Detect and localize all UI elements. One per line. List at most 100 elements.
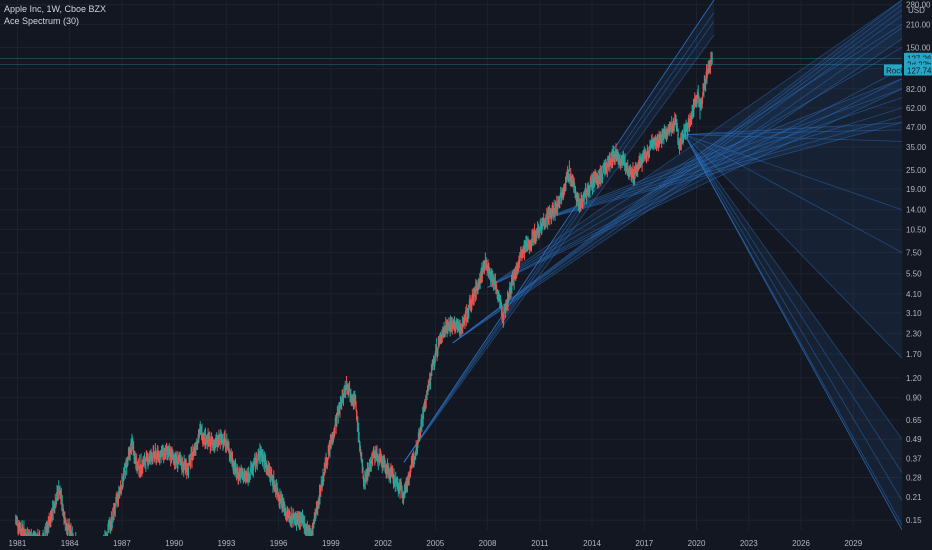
y-tick-label: 1.20	[906, 374, 922, 383]
spectrum-ray-0-4	[403, 0, 715, 463]
price-badge-2	[904, 64, 932, 76]
y-tick-label: 5.50	[906, 270, 922, 279]
spectrum-ray-1-0	[452, 0, 903, 344]
spectrum-ray-2-0	[487, 0, 903, 288]
spectrum-ray-5-5	[683, 134, 903, 531]
price-badges: 127.262d 22hRock127.74	[884, 52, 932, 76]
x-tick-label: 1981	[9, 539, 27, 548]
y-tick-label: 35.00	[906, 143, 927, 152]
y-tick-label: 280.00	[906, 1, 931, 10]
spectrum-ray-2-3	[487, 68, 903, 288]
y-axis[interactable]: 280.00210.00150.00110.0082.0062.0047.003…	[902, 0, 932, 550]
x-tick-label: 2008	[479, 539, 497, 548]
spectrum-ray-2-1	[487, 24, 903, 288]
spectrum-wedge-5	[684, 134, 902, 531]
y-tick-label: 3.10	[906, 309, 922, 318]
spectrum-wedge-4	[684, 122, 902, 359]
x-tick-label: 2017	[635, 539, 653, 548]
x-tick-label: 1984	[61, 539, 79, 548]
x-tick-label: 2026	[792, 539, 810, 548]
spectrum-wedge-0	[403, 0, 714, 463]
y-tick-label: 25.00	[906, 166, 927, 175]
spectrum-ray-4-4	[684, 134, 903, 253]
spectrum-ray-2-5	[487, 88, 903, 288]
spectrum-ray-5-4	[683, 134, 903, 531]
spectrum-ray-4-0	[684, 122, 903, 135]
y-axis-bg	[902, 0, 932, 550]
spectrum-ray-1-4	[452, 27, 903, 344]
x-tick-label: 2005	[426, 539, 444, 548]
spectrum-ray-2-4	[487, 78, 903, 288]
spectrum-ray-3-0	[539, 78, 903, 221]
y-tick-label: 19.00	[906, 185, 927, 194]
spectrum-ray-0-3	[403, 20, 715, 463]
spectrum-ray-1-3	[452, 14, 903, 344]
y-tick-label: 10.50	[906, 225, 927, 234]
y-tick-label: 0.37	[906, 454, 922, 463]
spectrum-wedge-2	[487, 0, 902, 288]
spectrum-wedge-3	[539, 78, 902, 221]
y-tick-label: 1.70	[906, 350, 922, 359]
x-tick-label: 1990	[165, 539, 183, 548]
y-tick-label: 210.00	[906, 20, 931, 29]
spectrum-ray-0-0	[403, 0, 715, 463]
spectrum-ray-3-3	[539, 107, 903, 221]
badge-prefix-text: Rock	[886, 67, 905, 76]
spectrum-ray-3-2	[539, 97, 903, 221]
spectrum-ray-1-1	[452, 4, 903, 344]
indicator-title[interactable]: Ace Spectrum (30)	[4, 16, 80, 26]
x-tick-label: 1996	[270, 539, 288, 548]
y-tick-label: 62.00	[906, 104, 927, 113]
x-tick-label: 2020	[688, 539, 706, 548]
y-tick-label: 7.50	[906, 248, 922, 257]
x-tick-label: 1987	[113, 539, 131, 548]
spectrum-ray-0-2	[403, 34, 715, 463]
y-tick-label: 0.49	[906, 435, 922, 444]
spectrum-ray-0-5	[403, 0, 715, 463]
spectrum-ray-5-3	[683, 134, 903, 526]
y-axis-unit: USD	[908, 6, 925, 15]
horizontal-price-lines	[0, 58, 902, 65]
y-tick-label: 4.10	[906, 290, 922, 299]
spectrum-wedge-1	[452, 0, 902, 343]
x-tick-label: 2023	[740, 539, 758, 548]
price-series	[15, 51, 713, 550]
x-tick-label: 1999	[322, 539, 340, 548]
y-tick-label: 0.90	[906, 394, 922, 403]
y-tick-label: 0.15	[906, 516, 922, 525]
spectrum-ray-4-3	[684, 134, 903, 211]
spectrum-ray-0-1	[403, 12, 715, 463]
spectrum-ray-1-2	[452, 9, 903, 344]
x-tick-label: 1993	[217, 539, 235, 548]
grid-lines	[0, 0, 902, 530]
spectrum-ray-2-2	[487, 47, 903, 288]
spectrum-ray-5-2	[683, 134, 903, 501]
chart-legend: Apple Inc, 1W, Cboe BZX Ace Spectrum (30…	[4, 3, 106, 27]
y-tick-label: 47.00	[906, 123, 927, 132]
price-badge-text-2: 127.74	[907, 67, 932, 76]
y-tick-label: 0.28	[906, 473, 922, 482]
spectrum-ray-3-1	[539, 88, 903, 221]
x-tick-label: 2002	[374, 539, 392, 548]
x-axis-bg	[0, 536, 932, 550]
spectrum-ray-4-2	[684, 134, 903, 142]
ace-spectrum-overlay	[403, 0, 903, 531]
y-tick-label: 2.30	[906, 329, 922, 338]
spectrum-ray-1-5	[452, 38, 903, 344]
spectrum-ray-5-0	[684, 134, 903, 440]
y-tick-label: 82.00	[906, 85, 927, 94]
badge-prefix-bg	[884, 64, 902, 76]
spectrum-ray-3-4	[539, 115, 903, 221]
spectrum-ray-4-5	[684, 134, 903, 359]
y-tick-label: 150.00	[906, 43, 931, 52]
symbol-title[interactable]: Apple Inc, 1W, Cboe BZX	[4, 4, 107, 14]
spectrum-ray-5-1	[683, 134, 903, 473]
x-axis[interactable]: 1981 1984 1987 1990 1993 1996 1999 2002 2005 2008…	[0, 536, 932, 550]
y-tick-label: 0.65	[906, 416, 922, 425]
x-tick-label: 2014	[583, 539, 601, 548]
spectrum-ray-3-5	[539, 122, 903, 221]
spectrum-ray-4-1	[684, 129, 903, 135]
x-tick-label: 2029	[844, 539, 862, 548]
y-tick-label: 14.00	[906, 206, 927, 215]
